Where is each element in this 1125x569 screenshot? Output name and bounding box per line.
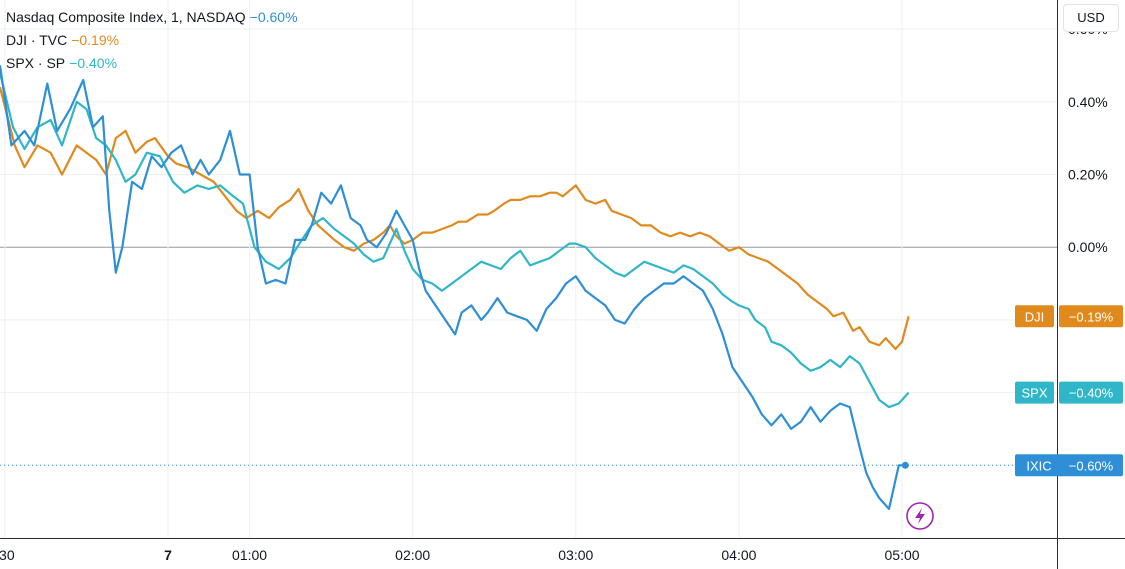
x-tick-label: 01:00 — [232, 547, 267, 563]
price-tag-symbol: DJI — [1025, 309, 1045, 324]
legend-item-spx[interactable]: SPX · SP −0.40% — [6, 52, 298, 75]
legend: Nasdaq Composite Index, 1, NASDAQ −0.60% … — [6, 6, 298, 75]
y-tick-label: 0.20% — [1068, 166, 1108, 182]
legend-symbol: DJI · TVC — [6, 32, 68, 48]
price-tag-spx[interactable]: SPX −0.40% — [1015, 381, 1123, 404]
legend-change: −0.60% — [249, 9, 298, 25]
ixic-last-point — [901, 461, 909, 469]
legend-symbol: SPX · SP — [6, 55, 66, 71]
legend-item-ixic[interactable]: Nasdaq Composite Index, 1, NASDAQ −0.60% — [6, 6, 298, 29]
flash-icon[interactable] — [906, 502, 934, 530]
price-tag-value: −0.60% — [1069, 458, 1114, 473]
x-tick-label: :30 — [0, 547, 15, 563]
x-tick-label: 03:00 — [558, 547, 593, 563]
x-tick-label: 02:00 — [395, 547, 430, 563]
price-tag-value: −0.19% — [1069, 309, 1114, 324]
price-tag-value-bg — [1059, 381, 1123, 404]
price-tag-symbol-bg — [1015, 381, 1054, 404]
series-layer — [0, 65, 1057, 510]
price-tag-ixic[interactable]: IXIC −0.60% — [1015, 454, 1123, 477]
y-tick-label: 0.00% — [1068, 239, 1108, 255]
series-line-spx — [0, 72, 910, 409]
series-line-ixic — [0, 65, 906, 510]
grid — [0, 0, 1057, 539]
y-tick-label: 0.40% — [1068, 94, 1108, 110]
legend-symbol: Nasdaq Composite Index, 1, NASDAQ — [6, 9, 246, 25]
price-tag-value-bg — [1059, 454, 1123, 477]
currency-button[interactable]: USD — [1063, 4, 1119, 32]
price-tag-value: −0.40% — [1069, 386, 1114, 401]
x-tick-label: 05:00 — [885, 547, 920, 563]
legend-item-dji[interactable]: DJI · TVC −0.19% — [6, 29, 298, 52]
x-tick-label: 04:00 — [721, 547, 756, 563]
legend-change: −0.40% — [69, 55, 118, 71]
price-tag-symbol: IXIC — [1026, 458, 1051, 473]
price-tag-symbol-bg — [1015, 305, 1054, 328]
price-tag-symbol: SPX — [1021, 386, 1047, 401]
series-line-dji — [0, 86, 910, 351]
price-tag-symbol-bg — [1015, 454, 1063, 477]
price-tags: DJI −0.19% SPX −0.40% IXIC −0.60% — [1015, 305, 1123, 477]
legend-change: −0.19% — [71, 32, 120, 48]
x-tick-label: 7 — [164, 547, 172, 563]
price-tag-value-bg — [1059, 305, 1123, 328]
price-tag-dji[interactable]: DJI −0.19% — [1015, 305, 1123, 328]
